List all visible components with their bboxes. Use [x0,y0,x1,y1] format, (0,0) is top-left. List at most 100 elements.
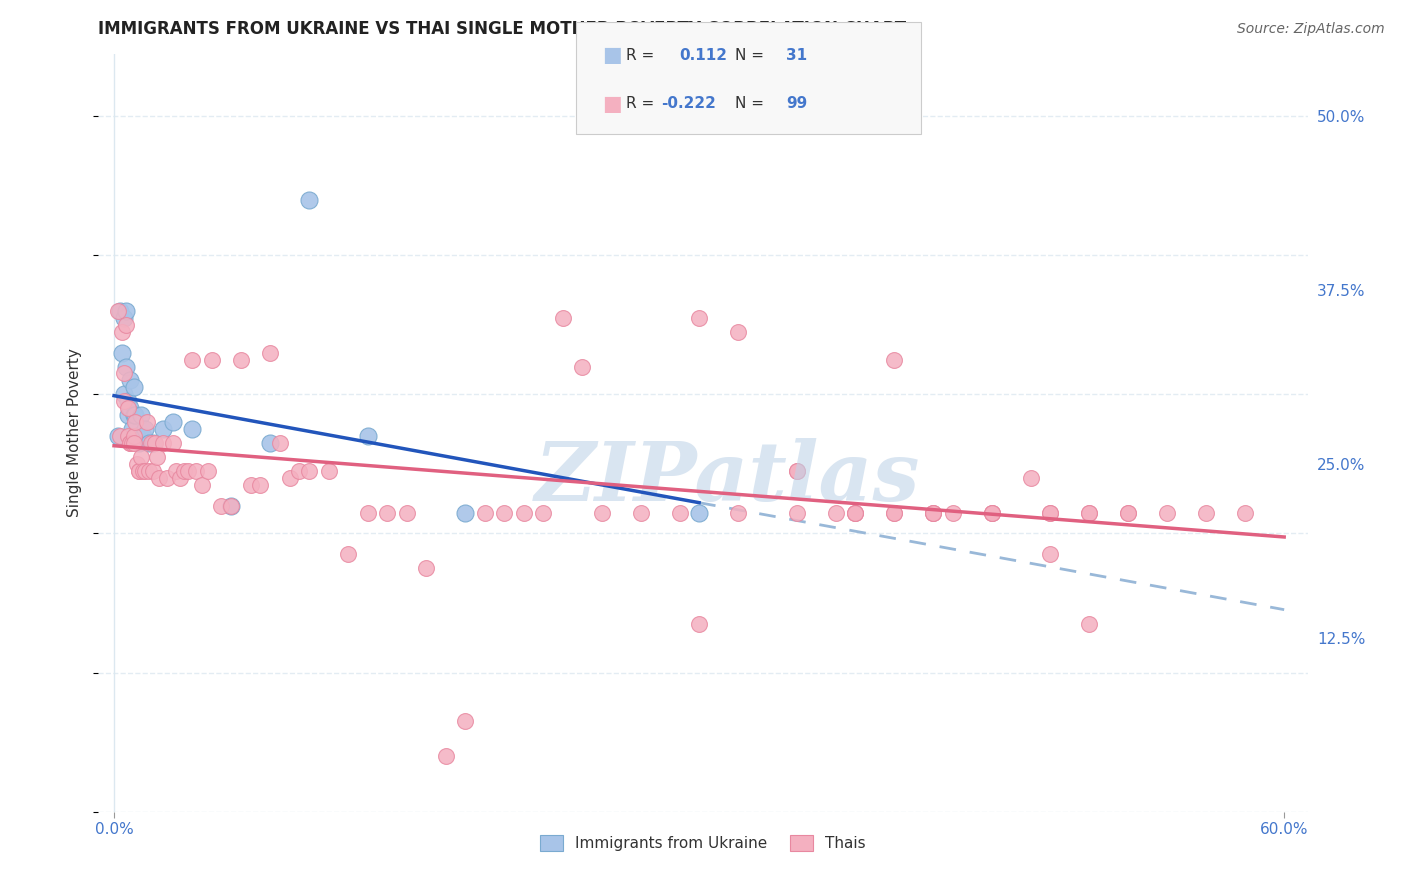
Point [108,304,131,318]
Point [162,415,184,429]
Point [114,304,136,318]
Point [883,352,905,367]
Point [117,409,139,423]
Point [1039,547,1062,561]
Point [980,506,1002,520]
Point [112,367,135,381]
Point [298,193,321,207]
Point [318,464,340,478]
Point [395,506,418,520]
Point [118,436,141,450]
Point [1078,506,1101,520]
Point [786,464,808,478]
Point [128,464,150,478]
Text: -0.222: -0.222 [661,96,716,112]
Point [1039,506,1062,520]
Point [181,352,204,367]
Point [191,477,214,491]
Point [1019,471,1042,485]
Point [1234,506,1257,520]
Point [177,464,200,478]
Point [134,422,156,436]
Point [117,429,139,443]
Point [883,506,905,520]
Point [942,506,965,520]
Point [107,429,129,443]
Point [122,436,145,450]
Text: N =: N = [735,96,769,112]
Point [249,477,271,491]
Point [1195,506,1218,520]
Point [124,409,146,423]
Point [980,506,1002,520]
Point [844,506,866,520]
Point [259,345,281,359]
Point [117,394,139,409]
Point [184,464,207,478]
Point [883,506,905,520]
Point [136,415,159,429]
Point [121,422,143,436]
Point [117,401,139,416]
Point [173,464,195,478]
Point [181,422,204,436]
Point [169,471,191,485]
Point [229,352,252,367]
Point [922,506,945,520]
Point [209,499,232,513]
Point [127,457,149,471]
Point [124,415,146,429]
Point [531,506,554,520]
Point [114,318,136,332]
Point [474,506,496,520]
Point [551,310,574,325]
Point [1039,506,1062,520]
Point [1116,506,1139,520]
Point [219,499,242,513]
Text: ■: ■ [602,45,621,65]
Point [922,506,945,520]
Legend: Immigrants from Ukraine, Thais: Immigrants from Ukraine, Thais [534,829,872,857]
Point [162,436,184,450]
Point [356,506,378,520]
Point [824,506,846,520]
Point [122,429,145,443]
Point [114,359,136,374]
Point [298,464,321,478]
Point [108,429,131,443]
Point [454,714,477,729]
Point [132,464,155,478]
Text: R =: R = [626,96,659,112]
Point [131,450,153,464]
Point [118,401,141,416]
Point [980,506,1002,520]
Point [727,506,749,520]
Point [415,561,437,575]
Point [668,506,690,520]
Text: IMMIGRANTS FROM UKRAINE VS THAI SINGLE MOTHER POVERTY CORRELATION CHART: IMMIGRANTS FROM UKRAINE VS THAI SINGLE M… [98,21,907,38]
Point [1116,506,1139,520]
Point [844,506,866,520]
Point [143,436,166,450]
Point [288,464,311,478]
Point [786,464,808,478]
Point [156,471,179,485]
Point [269,436,291,450]
Point [122,409,145,423]
Point [454,506,477,520]
Point [1078,506,1101,520]
Text: ZIPatlas: ZIPatlas [534,438,920,518]
Point [122,380,145,394]
Point [118,374,141,388]
Text: Source: ZipAtlas.com: Source: ZipAtlas.com [1237,22,1385,37]
Point [128,464,150,478]
Point [688,506,710,520]
Point [630,506,652,520]
Text: ■: ■ [602,94,621,113]
Point [134,464,156,478]
Point [219,499,242,513]
Point [121,436,143,450]
Point [727,325,749,339]
Point [1078,616,1101,631]
Point [197,464,219,478]
